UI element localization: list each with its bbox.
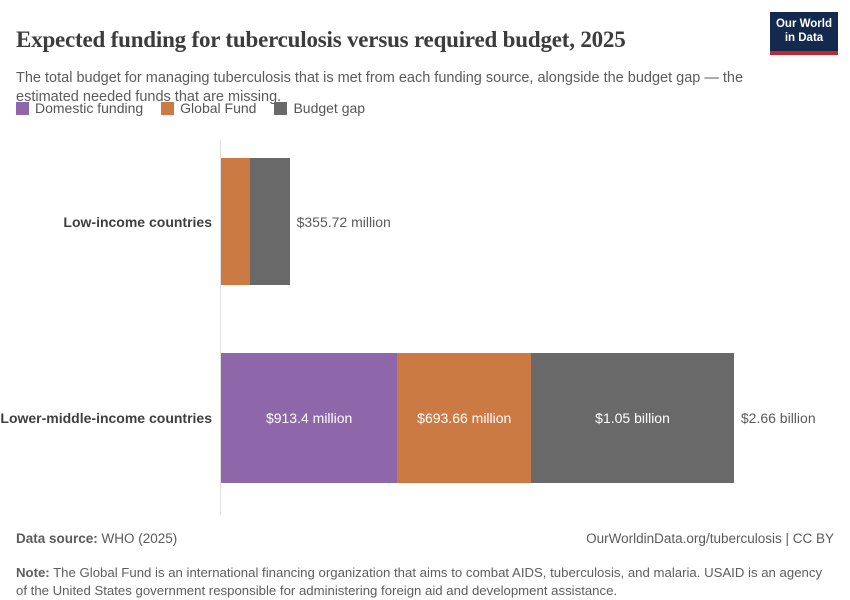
- bar-value-label: $1.05 billion: [595, 410, 670, 426]
- owid-logo-line2: in Data: [784, 32, 824, 45]
- data-source-label: Data source:: [16, 531, 98, 546]
- legend-swatch-icon: [274, 101, 288, 115]
- legend-item-2[interactable]: Budget gap: [274, 100, 365, 116]
- footer-note: Note: The Global Fund is an internationa…: [16, 564, 836, 600]
- bar-value-label: $693.66 million: [417, 410, 512, 426]
- page-title: Expected funding for tuberculosis versus…: [16, 27, 626, 53]
- bar-segments: $355.72 million: [221, 158, 391, 285]
- legend: Domestic funding Global Fund Budget gap: [16, 100, 365, 116]
- owid-logo-line1: Our World: [775, 18, 832, 30]
- legend-item-1[interactable]: Global Fund: [161, 100, 256, 116]
- legend-swatch-icon: [161, 101, 175, 115]
- category-label: Low-income countries: [63, 213, 212, 230]
- footer-note-value: The Global Fund is an international fina…: [16, 565, 823, 598]
- data-source: Data source: WHO (2025): [16, 531, 177, 546]
- chart-subtitle: The total budget for managing tuberculos…: [16, 69, 744, 105]
- legend-label: Global Fund: [180, 100, 257, 116]
- legend-label: Domestic funding: [35, 100, 144, 116]
- owid-logo-stripe: [770, 50, 838, 55]
- bar-total-label: $355.72 million: [296, 213, 391, 230]
- bar-segment-domestic-funding[interactable]: $913.4 million: [221, 353, 398, 483]
- legend-swatch-icon: [16, 101, 29, 115]
- bar-segment-budget-gap[interactable]: $1.05 billion: [531, 353, 734, 483]
- bar-total-label: $2.66 billion: [740, 410, 816, 426]
- y-axis-line: [220, 140, 221, 515]
- bar-row-1: Lower-middle-income countries $913.4 mill…: [0, 353, 850, 483]
- data-source-value: WHO (2025): [97, 531, 178, 546]
- owid-logo-box: Our World in Data: [770, 12, 838, 51]
- legend-label: Budget gap: [293, 100, 366, 116]
- bar-row-0: Low-income countries $355.72 million: [0, 158, 850, 285]
- owid-citation-link[interactable]: OurWorldinData.org/tuberculosis | CC BY: [586, 531, 834, 546]
- bar-segment-global-fund[interactable]: $693.66 million: [397, 353, 532, 483]
- owid-logo[interactable]: Our World in Data: [770, 12, 838, 55]
- footer-note-label: Note:: [16, 565, 50, 581]
- legend-item-0[interactable]: Domestic funding: [16, 100, 143, 116]
- bar-segment-global-fund[interactable]: [221, 158, 250, 285]
- bar-value-label: $913.4 million: [265, 410, 353, 426]
- bar-segment-budget-gap[interactable]: [250, 158, 290, 285]
- category-label: Lower-middle-income countries: [0, 410, 212, 426]
- footer-source-line: Data source: WHO (2025) OurWorldinData.o…: [16, 531, 834, 546]
- bar-segments: $913.4 million $693.66 million $1.05 billi…: [221, 353, 816, 483]
